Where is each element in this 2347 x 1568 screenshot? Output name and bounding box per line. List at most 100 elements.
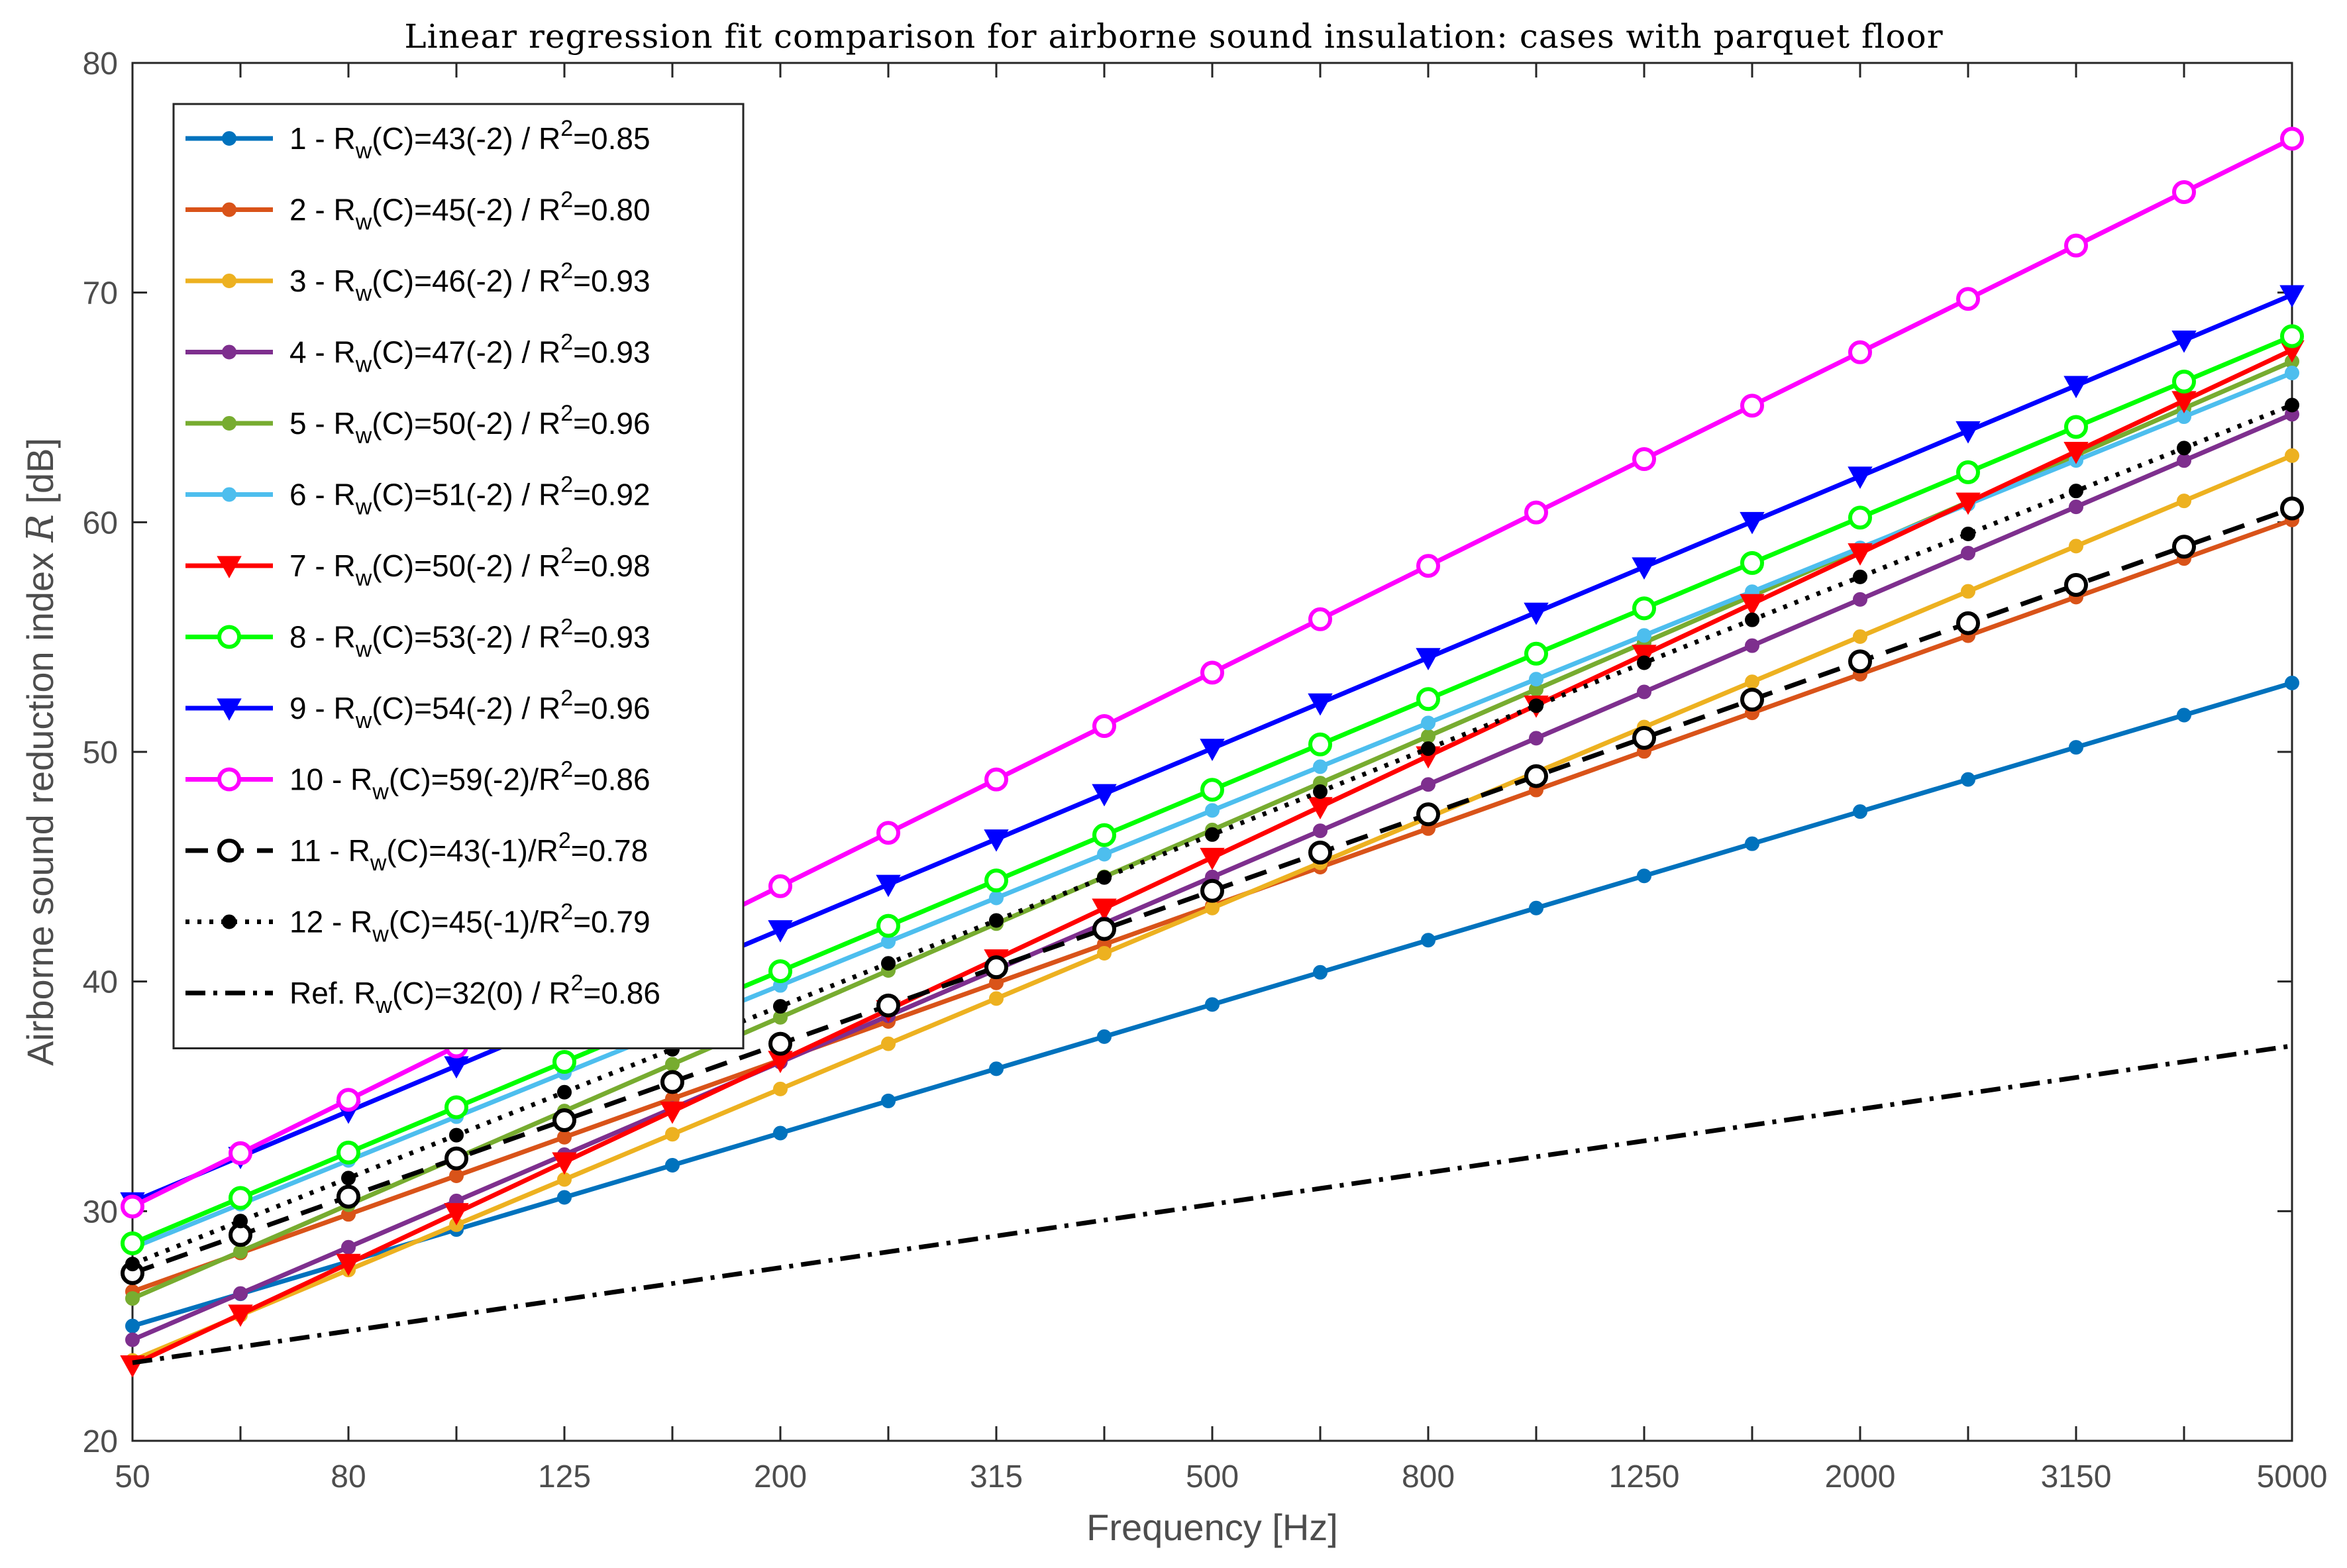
y-axis-label-text: Airborne sound reduction index — [19, 542, 61, 1066]
legend-label: 10 - Rw(C)=59(-2)/R2=0.86 — [289, 757, 651, 805]
legend-label-text: =0.96 — [573, 406, 650, 441]
legend-entry: 2 - Rw(C)=45(-2) / R2=0.80 — [185, 187, 651, 235]
data-point — [2063, 376, 2089, 399]
data-point — [2064, 572, 2088, 597]
legend-label-text: (C)=47(-2) / R — [372, 335, 560, 370]
data-point — [2285, 448, 2299, 463]
data-point — [1637, 628, 1651, 643]
legend-box — [172, 103, 745, 1049]
legend-label-text: 2 - R — [289, 193, 356, 227]
legend-label-text: (C)=50(-2) / R — [372, 406, 560, 441]
data-point — [1097, 946, 1112, 961]
data-point — [1205, 803, 1220, 818]
data-point — [1848, 466, 1873, 490]
data-point — [1097, 847, 1112, 862]
data-point — [881, 1093, 896, 1108]
data-point — [1853, 569, 1867, 584]
legend-entry: 9 - Rw(C)=54(-2) / R2=0.96 — [185, 686, 651, 733]
data-point — [444, 1095, 468, 1120]
legend-label: 6 - Rw(C)=51(-2) / R2=0.92 — [289, 472, 651, 520]
legend-label-text: 8 - R — [289, 620, 356, 654]
data-point — [557, 1129, 572, 1145]
legend-label-text: =0.93 — [573, 264, 650, 298]
x-tick-label: 125 — [538, 1459, 591, 1494]
data-point — [2063, 441, 2089, 464]
data-point — [1308, 841, 1332, 865]
legend-label: 11 - Rw(C)=43(-1)/R2=0.78 — [289, 828, 648, 876]
data-point — [449, 1127, 464, 1143]
data-point — [1740, 511, 1765, 535]
data-point — [1421, 777, 1435, 792]
legend-label-text: 1 - R — [289, 121, 356, 156]
data-point — [233, 1286, 248, 1301]
data-point — [1853, 629, 1867, 644]
data-point — [984, 829, 1009, 852]
legend-label-sup: 2 — [560, 258, 573, 284]
legend-label-text: =0.93 — [573, 620, 650, 654]
legend-label-text: (C)=59(-2)/R — [389, 762, 560, 797]
data-point — [222, 344, 236, 360]
data-point — [337, 1184, 360, 1209]
legend-label-text: 4 - R — [289, 335, 356, 370]
legend-label: 8 - Rw(C)=53(-2) / R2=0.93 — [289, 615, 651, 662]
series-13 — [132, 1043, 2293, 1365]
legend-label-text: =0.98 — [573, 549, 650, 583]
data-point — [1956, 421, 1981, 444]
legend-label-text: (C)=43(-1)/R — [386, 833, 558, 868]
data-point — [222, 487, 236, 502]
data-point — [768, 959, 792, 984]
legend-label-text: 5 - R — [289, 406, 356, 441]
legend-label-sub: w — [355, 423, 372, 448]
legend-label-text: (C)=50(-2) / R — [372, 549, 560, 583]
x-tick-label: 200 — [754, 1459, 807, 1494]
legend-label-text: =0.86 — [584, 976, 660, 1010]
data-point — [984, 868, 1008, 893]
data-point — [1313, 823, 1328, 839]
data-point — [660, 1070, 684, 1094]
data-point — [1416, 687, 1440, 711]
data-point — [1308, 797, 1333, 819]
data-point — [1205, 827, 1220, 842]
legend-label-sub: w — [355, 210, 372, 235]
data-point — [1200, 739, 1225, 761]
data-point — [1200, 878, 1224, 903]
data-point — [2285, 397, 2299, 413]
data-point — [217, 767, 241, 792]
y-tick-label: 70 — [83, 276, 118, 311]
data-point — [1637, 655, 1651, 670]
data-point — [876, 993, 900, 1018]
data-point — [552, 1050, 576, 1074]
data-point — [1524, 641, 1548, 666]
data-point — [1200, 778, 1224, 802]
data-point — [1632, 557, 1657, 580]
legend-label-text: 3 - R — [289, 264, 356, 298]
data-point — [1092, 823, 1116, 847]
legend: 1 - Rw(C)=43(-2) / R2=0.85 2 - Rw(C)=45(-… — [172, 103, 745, 1049]
data-point — [1745, 638, 1759, 653]
legend-label: 1 - Rw(C)=43(-2) / R2=0.85 — [289, 116, 651, 164]
axes: 50 80 125 200 315 500 800 1250 2000 3150 5000 20 30 4… — [83, 46, 2328, 1494]
legend-label-text: =0.85 — [573, 121, 650, 156]
legend-label-text: (C)=46(-2) / R — [372, 264, 560, 298]
data-point — [2069, 740, 2083, 755]
legend-label: 7 - Rw(C)=50(-2) / R2=0.98 — [289, 543, 651, 591]
x-tick-label: 2000 — [1825, 1459, 1896, 1494]
data-point — [1961, 527, 1975, 542]
data-point — [121, 1194, 144, 1219]
data-point — [665, 1127, 680, 1142]
data-point — [2285, 676, 2299, 690]
data-point — [1092, 784, 1117, 807]
data-point — [665, 1158, 680, 1173]
data-point — [2069, 484, 2083, 499]
data-point — [2172, 535, 2196, 559]
data-point — [2177, 707, 2191, 723]
legend-label-sub: w — [355, 708, 372, 733]
data-point — [444, 1203, 469, 1226]
data-point — [1205, 997, 1220, 1012]
data-point — [2279, 285, 2305, 308]
legend-label-text: =0.96 — [573, 691, 650, 725]
data-point — [1956, 492, 1981, 515]
data-point — [1740, 594, 1765, 617]
data-point — [1421, 741, 1435, 757]
